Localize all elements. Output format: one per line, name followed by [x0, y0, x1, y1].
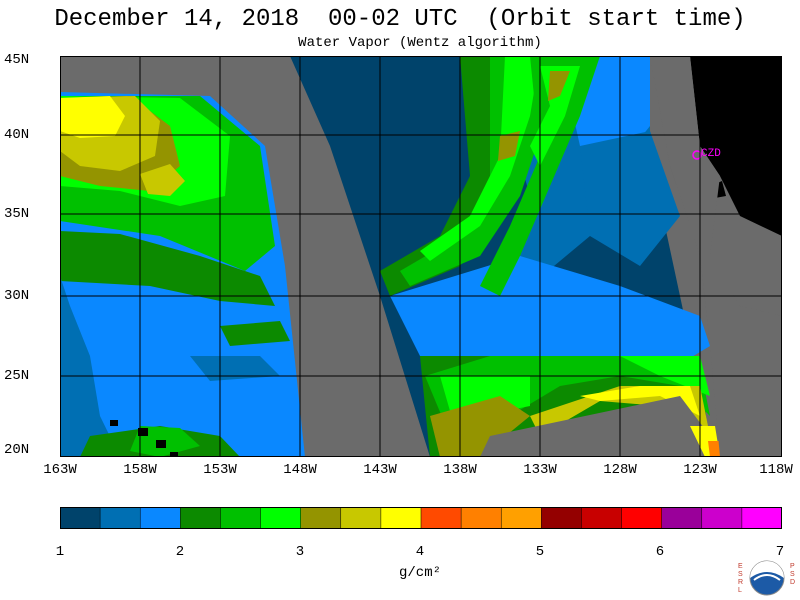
grid-lines: [60, 56, 782, 457]
water-vapor-map: CZD: [60, 56, 782, 457]
colorbar-tick-6: 6: [655, 544, 665, 560]
left-swath: [60, 92, 305, 457]
colorbar-tick-5: 5: [535, 544, 545, 560]
svg-text:E: E: [738, 563, 743, 570]
lat-label-20n: 20N: [4, 442, 30, 458]
lon-label-118w: 118W: [759, 462, 793, 478]
lat-label-30n: 30N: [4, 288, 30, 304]
colorbar-tick-2: 2: [175, 544, 185, 560]
colorbar-tick-1: 1: [55, 544, 65, 560]
colorbar-tick-7: 7: [775, 544, 785, 560]
colorbar-frame: [60, 507, 782, 529]
colorbar-swatch: [621, 507, 663, 529]
colorbar: [60, 507, 782, 529]
colorbar-swatch: [500, 507, 543, 529]
map-frame: [60, 56, 782, 457]
station-marker: [692, 150, 702, 160]
colorbar-swatch: [581, 507, 623, 529]
lon-label-158w: 158W: [123, 462, 157, 478]
noaa-logo: E S R L P S D: [738, 560, 795, 596]
station-label: CZD: [701, 148, 721, 160]
lat-label-40n: 40N: [4, 127, 30, 143]
colorbar-swatch: [99, 507, 141, 529]
colorbar-swatch: [220, 507, 262, 529]
colorbar-tick-4: 4: [415, 544, 425, 560]
colorbar-swatch: [300, 507, 342, 529]
svg-text:R: R: [738, 579, 743, 586]
colorbar-swatch: [60, 507, 101, 529]
lon-label-138w: 138W: [443, 462, 477, 478]
hawaii-islands: [110, 420, 178, 457]
lon-label-128w: 128W: [603, 462, 637, 478]
colorbar-swatch: [541, 507, 583, 529]
colorbar-swatch: [380, 507, 422, 529]
svg-text:P: P: [790, 563, 795, 570]
colorbar-swatch: [460, 507, 502, 529]
lat-label-35n: 35N: [4, 206, 30, 222]
colorbar-swatch: [139, 507, 182, 529]
lon-label-123w: 123W: [683, 462, 717, 478]
svg-text:S: S: [738, 571, 743, 578]
colorbar-swatch: [701, 507, 743, 529]
svg-text:L: L: [738, 587, 742, 594]
lon-label-153w: 153W: [203, 462, 237, 478]
lat-label-45n: 45N: [4, 52, 30, 68]
colorbar-tick-3: 3: [295, 544, 305, 560]
colorbar-swatch: [420, 507, 462, 529]
lon-label-143w: 143W: [363, 462, 397, 478]
lat-label-25n: 25N: [4, 368, 30, 384]
colorbar-swatch: [340, 507, 382, 529]
svg-text:D: D: [790, 579, 795, 586]
colorbar-swatch: [180, 507, 222, 529]
lon-label-163w: 163W: [43, 462, 77, 478]
svg-text:S: S: [790, 571, 795, 578]
colorbar-units: g/cm²: [398, 565, 441, 581]
coastal-no-data: [650, 56, 782, 457]
map-subtitle: Water Vapor (Wentz algorithm): [298, 35, 542, 51]
colorbar-swatch: [661, 507, 703, 529]
map-title: December 14, 2018 00-02 UTC (Orbit start…: [54, 6, 746, 33]
lon-label-133w: 133W: [523, 462, 557, 478]
colorbar-swatch: [741, 507, 782, 529]
lon-label-148w: 148W: [283, 462, 317, 478]
colorbar-swatch: [260, 507, 302, 529]
